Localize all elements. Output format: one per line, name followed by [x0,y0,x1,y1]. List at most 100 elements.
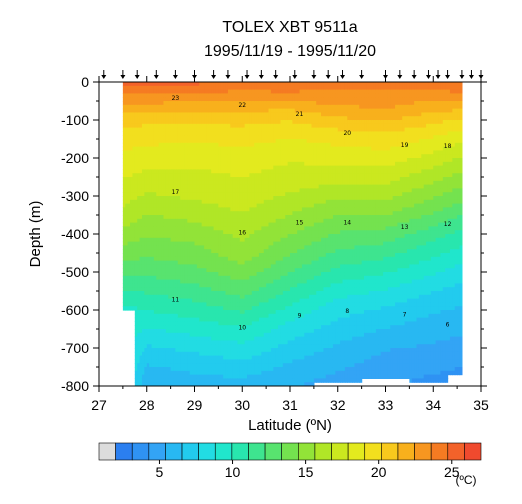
field-cell [177,222,181,227]
field-cell [237,359,241,364]
field-cell [139,158,143,163]
field-cell [263,317,267,322]
field-cell [156,161,160,167]
field-cell [125,203,129,208]
field-cell [199,279,203,284]
field-cell [192,310,196,315]
field-cell [239,332,243,338]
field-cell [227,260,231,265]
field-cell [189,321,193,326]
field-cell [196,378,200,383]
field-cell [173,108,176,113]
field-cell [187,351,191,357]
field-cell [242,131,246,136]
field-cell [175,188,179,193]
field-cell [182,112,186,117]
field-cell [256,313,260,319]
field-cell [227,101,231,106]
field-cell [194,158,198,163]
field-cell [211,203,215,208]
field-cell [218,101,222,106]
field-cell [206,279,210,284]
field-cell [170,344,174,349]
field-cell [215,207,219,212]
field-cell [127,245,131,250]
field-cell [189,264,193,269]
field-cell [204,291,208,296]
field-cell [237,291,241,296]
field-cell [134,374,138,379]
field-cell [146,272,150,277]
field-cell [187,188,191,193]
field-cell [184,245,188,250]
field-cell [165,93,169,98]
field-cell [223,355,227,360]
field-cell [149,382,153,386]
field-cell [244,264,248,269]
field-cell [156,336,160,341]
field-cell [247,355,251,360]
field-cell [184,332,188,338]
field-cell [156,329,160,334]
field-cell [158,359,162,364]
field-cell [251,135,255,140]
field-cell [196,272,200,277]
field-cell [201,97,205,102]
field-cell [163,142,167,148]
field-cell [196,104,200,110]
field-cell [134,135,138,140]
field-cell [218,161,222,167]
field-cell [204,215,208,220]
field-cell [206,272,210,277]
field-cell [130,192,134,197]
field-cell [227,298,231,303]
field-cell [258,367,262,372]
field-cell [149,123,153,129]
field-cell [218,226,222,231]
field-cell [144,127,148,132]
field-cell [156,173,160,178]
field-cell [220,260,224,265]
field-cell [273,112,277,117]
field-cell [139,264,143,269]
field-cell [161,158,165,163]
field-cell [156,340,160,345]
field-cell [158,165,162,170]
field-cell [273,154,277,159]
field-cell [153,196,157,201]
field-cell [230,207,234,212]
field-cell [201,313,205,319]
field-cell [173,249,176,254]
field-cell [247,230,251,235]
field-cell [122,294,126,300]
field-cell [158,237,162,243]
field-cell [270,325,274,330]
field-cell [244,146,248,151]
field-cell [122,249,126,254]
field-cell [173,165,176,170]
field-cell [261,135,265,140]
field-cell [175,192,179,197]
field-cell [146,340,150,345]
field-cell [204,203,208,208]
field-cell [247,294,251,300]
field-cell [132,222,136,227]
field-cell [254,355,258,360]
field-cell [146,226,150,231]
field-cell [244,230,248,235]
field-cell [194,93,198,98]
field-cell [249,325,253,330]
field-cell [227,112,231,117]
field-cell [239,85,243,91]
field-cell [199,336,203,341]
field-cell [237,120,241,125]
field-cell [184,165,188,170]
field-cell [273,165,277,170]
field-cell [187,165,191,170]
field-cell [266,306,270,311]
field-cell [258,264,262,269]
field-cell [230,321,234,326]
field-cell [254,207,258,212]
field-cell [235,230,239,235]
field-cell [125,207,129,212]
